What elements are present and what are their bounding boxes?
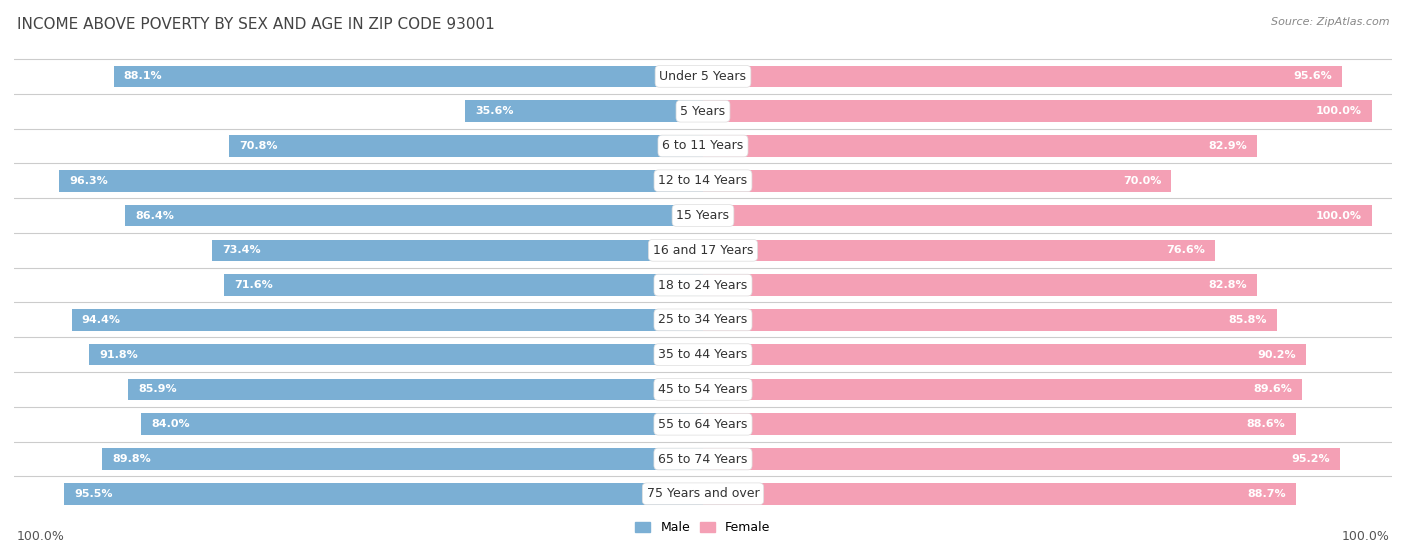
Text: 90.2%: 90.2% [1257, 349, 1296, 359]
Bar [125, 205, 703, 226]
Bar [141, 414, 703, 435]
Bar [59, 170, 703, 192]
Bar [703, 344, 1306, 366]
Text: 6 to 11 Years: 6 to 11 Years [662, 139, 744, 153]
Bar [703, 135, 1257, 157]
Text: 76.6%: 76.6% [1167, 245, 1205, 255]
Text: 65 to 74 Years: 65 to 74 Years [658, 452, 748, 466]
Bar [703, 170, 1171, 192]
Text: 86.4%: 86.4% [135, 211, 174, 221]
Bar [703, 483, 1296, 505]
Text: 96.3%: 96.3% [69, 176, 108, 186]
Bar [703, 101, 1372, 122]
Text: 88.1%: 88.1% [124, 72, 162, 82]
Text: 89.6%: 89.6% [1253, 385, 1292, 395]
Text: 71.6%: 71.6% [235, 280, 273, 290]
Text: 45 to 54 Years: 45 to 54 Years [658, 383, 748, 396]
Text: 100.0%: 100.0% [1316, 106, 1362, 116]
Text: 91.8%: 91.8% [98, 349, 138, 359]
Legend: Male, Female: Male, Female [630, 517, 776, 539]
Text: 100.0%: 100.0% [17, 530, 65, 543]
Text: 89.8%: 89.8% [112, 454, 150, 464]
Text: 18 to 24 Years: 18 to 24 Years [658, 278, 748, 292]
Text: 95.2%: 95.2% [1291, 454, 1330, 464]
Text: 35 to 44 Years: 35 to 44 Years [658, 348, 748, 361]
Bar [703, 239, 1215, 261]
Text: Under 5 Years: Under 5 Years [659, 70, 747, 83]
Text: 70.0%: 70.0% [1123, 176, 1161, 186]
Text: 12 to 14 Years: 12 to 14 Years [658, 174, 748, 187]
Bar [65, 483, 703, 505]
Text: 73.4%: 73.4% [222, 245, 260, 255]
Bar [103, 448, 703, 470]
Text: 85.8%: 85.8% [1229, 315, 1267, 325]
Bar [229, 135, 703, 157]
Text: 85.9%: 85.9% [138, 385, 177, 395]
Text: 95.5%: 95.5% [75, 489, 112, 499]
Bar [89, 344, 703, 366]
Bar [72, 309, 703, 331]
Text: 75 Years and over: 75 Years and over [647, 487, 759, 500]
Text: 70.8%: 70.8% [239, 141, 278, 151]
Text: 88.6%: 88.6% [1247, 419, 1285, 429]
Text: 82.9%: 82.9% [1209, 141, 1247, 151]
Text: 5 Years: 5 Years [681, 105, 725, 118]
Bar [703, 309, 1277, 331]
Text: 55 to 64 Years: 55 to 64 Years [658, 418, 748, 431]
Bar [703, 414, 1295, 435]
Text: 100.0%: 100.0% [1316, 211, 1362, 221]
Text: INCOME ABOVE POVERTY BY SEX AND AGE IN ZIP CODE 93001: INCOME ABOVE POVERTY BY SEX AND AGE IN Z… [17, 17, 495, 32]
Bar [703, 65, 1343, 87]
Text: 95.6%: 95.6% [1294, 72, 1333, 82]
Bar [703, 448, 1340, 470]
Bar [703, 274, 1257, 296]
Bar [224, 274, 703, 296]
Text: 16 and 17 Years: 16 and 17 Years [652, 244, 754, 257]
Text: 100.0%: 100.0% [1341, 530, 1389, 543]
Bar [128, 378, 703, 400]
Bar [114, 65, 703, 87]
Text: 35.6%: 35.6% [475, 106, 513, 116]
Text: 82.8%: 82.8% [1208, 280, 1247, 290]
Text: 25 to 34 Years: 25 to 34 Years [658, 314, 748, 326]
Bar [703, 378, 1302, 400]
Text: Source: ZipAtlas.com: Source: ZipAtlas.com [1271, 17, 1389, 27]
Text: 15 Years: 15 Years [676, 209, 730, 222]
Bar [212, 239, 703, 261]
Text: 94.4%: 94.4% [82, 315, 121, 325]
Text: 88.7%: 88.7% [1247, 489, 1286, 499]
Bar [465, 101, 703, 122]
Bar [703, 205, 1372, 226]
Text: 84.0%: 84.0% [152, 419, 190, 429]
